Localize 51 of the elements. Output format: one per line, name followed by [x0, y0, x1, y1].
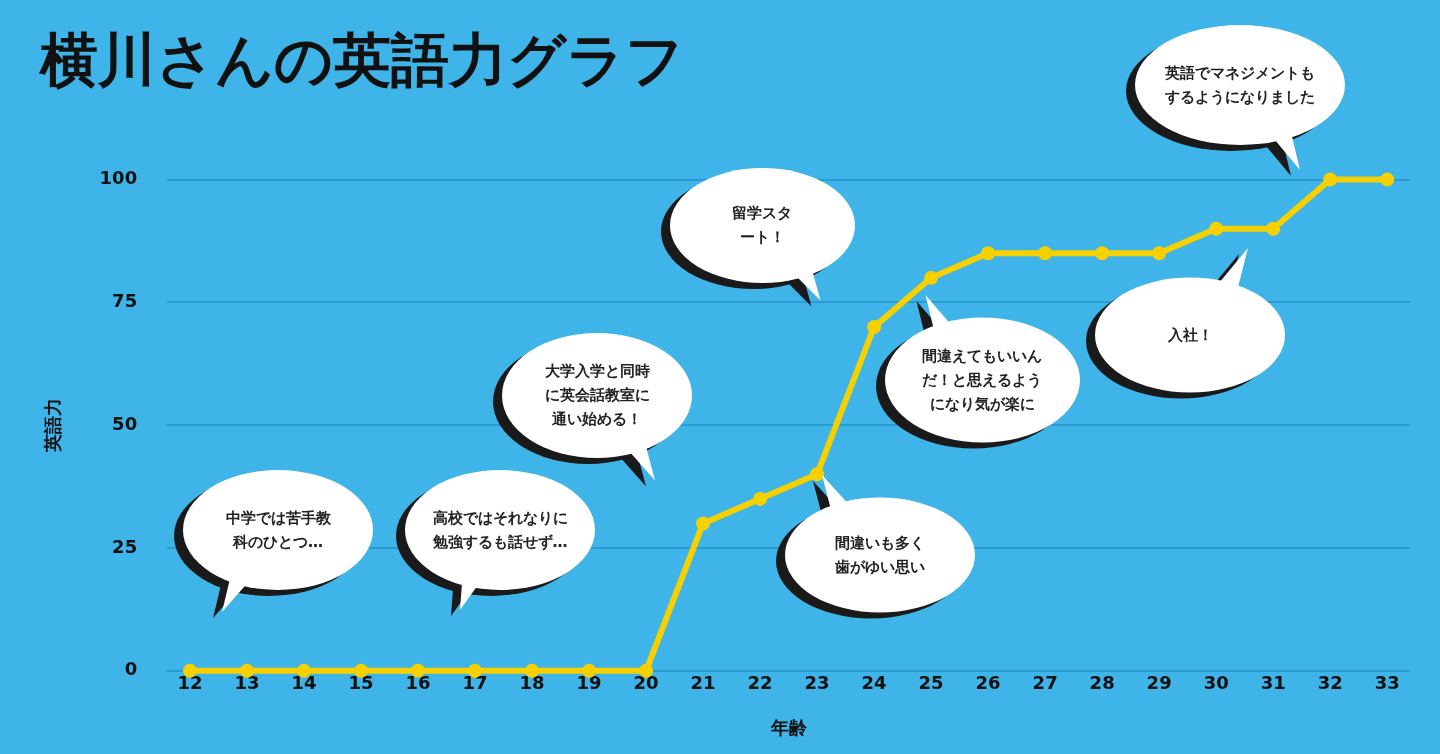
x-tick-label: 25 [918, 672, 944, 694]
text: 英語でマネジメントもするようになりました [1164, 63, 1316, 108]
point [1266, 221, 1281, 236]
point [1038, 246, 1053, 261]
x-tick-label: 24 [861, 672, 887, 694]
x-tick-label: 32 [1317, 672, 1343, 694]
y-tick-label: 25 [112, 535, 138, 557]
x-tick-label: 18 [519, 672, 545, 694]
x-tick-label: 30 [1203, 672, 1229, 694]
x-tick-label: 14 [291, 672, 317, 694]
x-tick-label: 26 [975, 672, 1001, 694]
annotation: 高校ではそれなりに勉強するも話せず… [431, 508, 569, 553]
x-tick-label: 28 [1089, 672, 1115, 694]
y-tick-label: 75 [112, 290, 138, 312]
x-tick-label: 22 [747, 672, 773, 694]
x-tick-label: 27 [1032, 672, 1058, 694]
x-tick-label: 13 [234, 672, 260, 694]
x-tick-label: 19 [576, 672, 602, 694]
point [867, 319, 882, 334]
x-tick-label: 31 [1260, 672, 1286, 694]
point [981, 246, 996, 261]
point [810, 467, 825, 482]
point [1323, 172, 1338, 187]
point [924, 270, 939, 285]
point [1152, 246, 1167, 261]
point [753, 491, 768, 506]
annotation: 間違えてもいいんだ！と思えるようになり気が楽に [921, 346, 1043, 415]
point [1209, 221, 1224, 236]
x-tick-label: 33 [1374, 672, 1400, 694]
y-tick-label: 0 [124, 658, 138, 680]
y-axis-title: 英語力 [42, 398, 64, 454]
x-axis-title: 年齢 [769, 716, 808, 738]
x-tick-label: 20 [633, 672, 659, 694]
annotation: 中学では苦手教科のひとつ… [224, 508, 332, 553]
y-tick-label: 100 [99, 167, 138, 189]
point [696, 516, 711, 531]
annotation: 留学スタート！ [731, 203, 793, 248]
x-tick-label: 12 [177, 672, 203, 694]
annotation: 入社！ [1166, 325, 1214, 346]
y-tick-label: 50 [112, 412, 138, 434]
x-tick-label: 15 [348, 672, 374, 694]
x-tick-label: 21 [690, 672, 716, 694]
annotation: 大学入学と同時に英会話教室に通い始める！ [543, 361, 651, 430]
point [1095, 246, 1110, 261]
x-tick-label: 16 [405, 672, 431, 694]
x-tick-label: 29 [1146, 672, 1172, 694]
x-tick-label: 23 [804, 672, 830, 694]
chart-title: 横川さんの英語力グラフ [38, 25, 684, 94]
point [1380, 172, 1395, 187]
x-tick-label: 17 [462, 672, 488, 694]
annotation: 間違いも多く歯がゆい思い [834, 533, 926, 578]
